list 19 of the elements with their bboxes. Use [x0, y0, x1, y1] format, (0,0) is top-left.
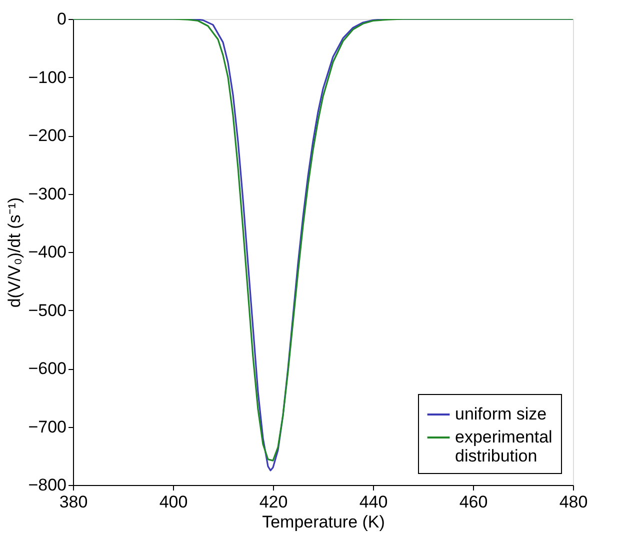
- y-tick-label: −400: [28, 242, 66, 262]
- y-tick-label: 0: [57, 10, 66, 28]
- y-tick-label: −100: [28, 68, 66, 87]
- x-tick-label: 380: [59, 492, 88, 512]
- y-tick-label: −500: [28, 300, 66, 320]
- x-tick-label: 460: [459, 492, 488, 512]
- x-axis-title: Temperature (K): [262, 512, 385, 532]
- x-tick-label: 400: [159, 492, 188, 512]
- y-axis-title: d(V/V₀)/dt (s⁻¹): [5, 197, 24, 308]
- legend-label: uniform size: [455, 404, 547, 424]
- x-tick-label: 480: [559, 492, 588, 512]
- x-tick-label: 420: [259, 492, 288, 512]
- y-tick-label: −300: [28, 184, 66, 204]
- y-tick-label: −600: [28, 359, 66, 378]
- y-tick-label: −800: [28, 476, 66, 494]
- y-tick-label: −200: [28, 126, 66, 145]
- legend-label: experimental distribution: [455, 428, 552, 466]
- y-tick-label: −700: [28, 417, 66, 436]
- x-tick-label: 440: [359, 492, 388, 512]
